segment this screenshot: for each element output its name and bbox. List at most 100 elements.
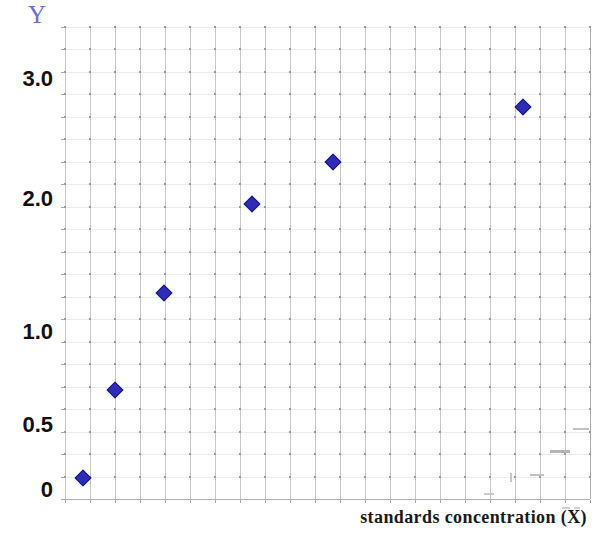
- grid-dots-row: [64, 431, 592, 433]
- y-axis-tick: [61, 184, 65, 185]
- x-axis-tick: [265, 500, 266, 503]
- grid-dots-row: [64, 116, 592, 118]
- grid-dots-row: [64, 251, 592, 253]
- grid-dots-row: [64, 228, 592, 230]
- grid-dots-row: [64, 138, 592, 140]
- grid-dots-row: [64, 363, 592, 365]
- y-axis-tick: [61, 252, 65, 253]
- y-axis-tick: [61, 207, 65, 208]
- x-axis-tick: [440, 500, 441, 503]
- x-axis-tick: [190, 500, 191, 503]
- grid-vline: [590, 27, 591, 499]
- grid-vline: [290, 27, 291, 499]
- scan-artifact: [510, 473, 512, 482]
- grid-dots-row: [64, 48, 592, 50]
- data-point-diamond: [156, 285, 173, 302]
- data-point-diamond: [107, 382, 124, 399]
- grid-vline: [140, 27, 141, 499]
- y-axis-tick: [61, 49, 65, 50]
- scan-artifact: [530, 474, 544, 476]
- grid-dots-row: [64, 273, 592, 275]
- grid-vline: [440, 27, 441, 499]
- y-axis-tick: [61, 499, 65, 500]
- x-axis-tick: [490, 500, 491, 503]
- scan-artifact: [550, 450, 570, 453]
- y-tick-label: 2.0: [22, 188, 53, 210]
- data-point-diamond: [75, 470, 92, 487]
- grid-vline: [540, 27, 541, 499]
- y-axis-tick: [61, 342, 65, 343]
- grid-vline: [65, 27, 66, 499]
- grid-vline: [265, 27, 266, 499]
- y-tick-label: 1.0: [22, 321, 53, 343]
- y-axis-tick: [61, 72, 65, 73]
- x-axis-tick: [515, 500, 516, 503]
- y-tick-label: 0: [41, 479, 53, 501]
- grid-vline: [465, 27, 466, 499]
- grid-vline: [415, 27, 416, 499]
- grid-vline: [390, 27, 391, 499]
- data-point-diamond: [244, 196, 261, 213]
- grid-dots-row: [64, 476, 592, 478]
- grid-dots-row: [64, 183, 592, 185]
- grid-vline: [165, 27, 166, 499]
- grid-vline: [115, 27, 116, 499]
- y-axis-tick: [61, 409, 65, 410]
- grid-dots-row: [64, 341, 592, 343]
- plot-area: [65, 27, 590, 499]
- data-point-diamond: [515, 99, 532, 116]
- scan-artifact: [562, 507, 570, 509]
- grid-hline: [65, 499, 590, 500]
- x-axis-tick: [540, 500, 541, 503]
- grid-vline: [315, 27, 316, 499]
- x-axis-tick: [340, 500, 341, 503]
- y-axis-tick: [61, 94, 65, 95]
- y-axis-tick: [61, 387, 65, 388]
- grid-vline: [490, 27, 491, 499]
- x-axis-tick: [565, 500, 566, 503]
- x-axis-tick: [365, 500, 366, 503]
- x-axis-tick: [465, 500, 466, 503]
- grid-dots-row: [64, 408, 592, 410]
- grid-dots-row: [64, 386, 592, 388]
- grid-vline: [365, 27, 366, 499]
- grid-dots-row: [64, 71, 592, 73]
- grid-dots-row: [64, 206, 592, 208]
- x-axis-tick: [415, 500, 416, 503]
- grid-dots-row: [64, 93, 592, 95]
- scan-artifact: [484, 493, 494, 495]
- y-axis-tick: [61, 454, 65, 455]
- y-tick-label: 0.5: [22, 414, 53, 436]
- x-axis-tick: [215, 500, 216, 503]
- y-axis-tick: [61, 274, 65, 275]
- y-axis-tick: [61, 319, 65, 320]
- grid-dots-row: [64, 318, 592, 320]
- data-point-diamond: [325, 154, 342, 171]
- x-axis-tick: [240, 500, 241, 503]
- x-axis-tick: [590, 500, 591, 503]
- x-axis-tick: [140, 500, 141, 503]
- grid-vline: [90, 27, 91, 499]
- grid-vline: [215, 27, 216, 499]
- x-axis-tick: [390, 500, 391, 503]
- y-axis-tick: [61, 432, 65, 433]
- y-axis-title: Y: [28, 1, 46, 29]
- scan-artifact: [573, 428, 589, 430]
- standard-curve-chart: Y 3.0 2.0 1.0 0.5 0 standards concentration …: [0, 0, 600, 551]
- x-axis-tick: [115, 500, 116, 503]
- grid-vline: [565, 27, 566, 499]
- x-axis-tick: [315, 500, 316, 503]
- x-axis-tick: [65, 500, 66, 503]
- grid-vline: [340, 27, 341, 499]
- grid-dots-row: [64, 296, 592, 298]
- y-axis-tick: [61, 364, 65, 365]
- scan-artifact: [574, 507, 580, 509]
- x-axis-tick: [90, 500, 91, 503]
- grid-vline: [240, 27, 241, 499]
- grid-dots-row: [64, 453, 592, 455]
- y-axis-tick: [61, 477, 65, 478]
- x-axis-title: standards concentration (X): [360, 507, 587, 528]
- y-axis-tick: [61, 162, 65, 163]
- y-axis-tick: [61, 297, 65, 298]
- y-tick-label: 3.0: [22, 68, 53, 90]
